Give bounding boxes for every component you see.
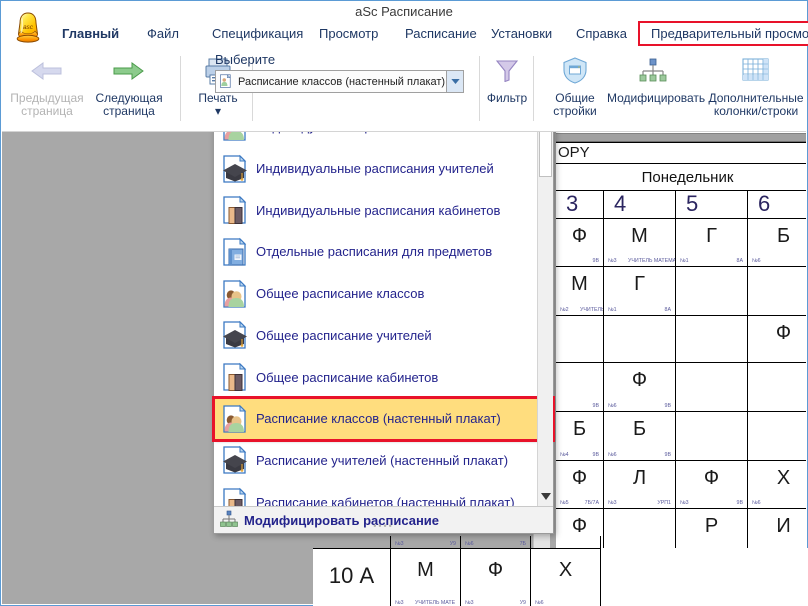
svg-text:asc: asc bbox=[23, 24, 34, 31]
